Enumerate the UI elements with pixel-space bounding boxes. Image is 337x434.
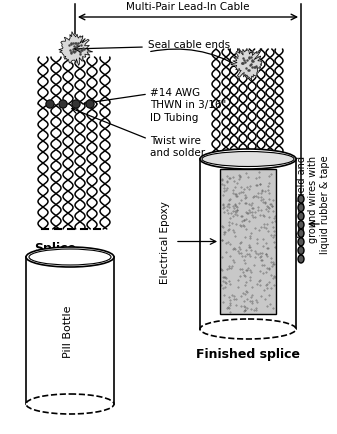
- Ellipse shape: [29, 250, 111, 265]
- Ellipse shape: [200, 150, 296, 170]
- Text: Twist wire
and solder: Twist wire and solder: [150, 136, 205, 157]
- Text: Multi-Pair Lead-In Cable: Multi-Pair Lead-In Cable: [126, 2, 250, 12]
- Ellipse shape: [298, 238, 304, 246]
- Ellipse shape: [26, 247, 114, 267]
- Text: Splice: Splice: [34, 241, 76, 254]
- Ellipse shape: [298, 213, 304, 220]
- Polygon shape: [59, 33, 93, 66]
- Ellipse shape: [298, 196, 304, 204]
- Circle shape: [72, 101, 80, 109]
- Text: #14 AWG
THWN in 3/16"
ID Tubing: #14 AWG THWN in 3/16" ID Tubing: [150, 88, 226, 122]
- Circle shape: [86, 101, 94, 109]
- Circle shape: [59, 101, 67, 109]
- Text: Finished splice: Finished splice: [196, 347, 300, 360]
- Bar: [220, 170, 276, 314]
- Circle shape: [46, 101, 54, 109]
- Bar: [220, 170, 276, 314]
- Text: Seal cable ends: Seal cable ends: [148, 40, 230, 50]
- Ellipse shape: [202, 152, 294, 167]
- Ellipse shape: [26, 394, 114, 414]
- Ellipse shape: [298, 247, 304, 255]
- Ellipse shape: [298, 204, 304, 212]
- Polygon shape: [231, 50, 262, 81]
- Text: Cover shield and
ground wires with
liquid rubber & tape: Cover shield and ground wires with liqui…: [297, 155, 330, 254]
- Ellipse shape: [298, 256, 304, 263]
- Ellipse shape: [200, 319, 296, 339]
- Ellipse shape: [298, 230, 304, 238]
- Ellipse shape: [298, 221, 304, 229]
- Text: Pill Bottle: Pill Bottle: [63, 305, 73, 357]
- Text: Electrical Epoxy: Electrical Epoxy: [160, 201, 170, 283]
